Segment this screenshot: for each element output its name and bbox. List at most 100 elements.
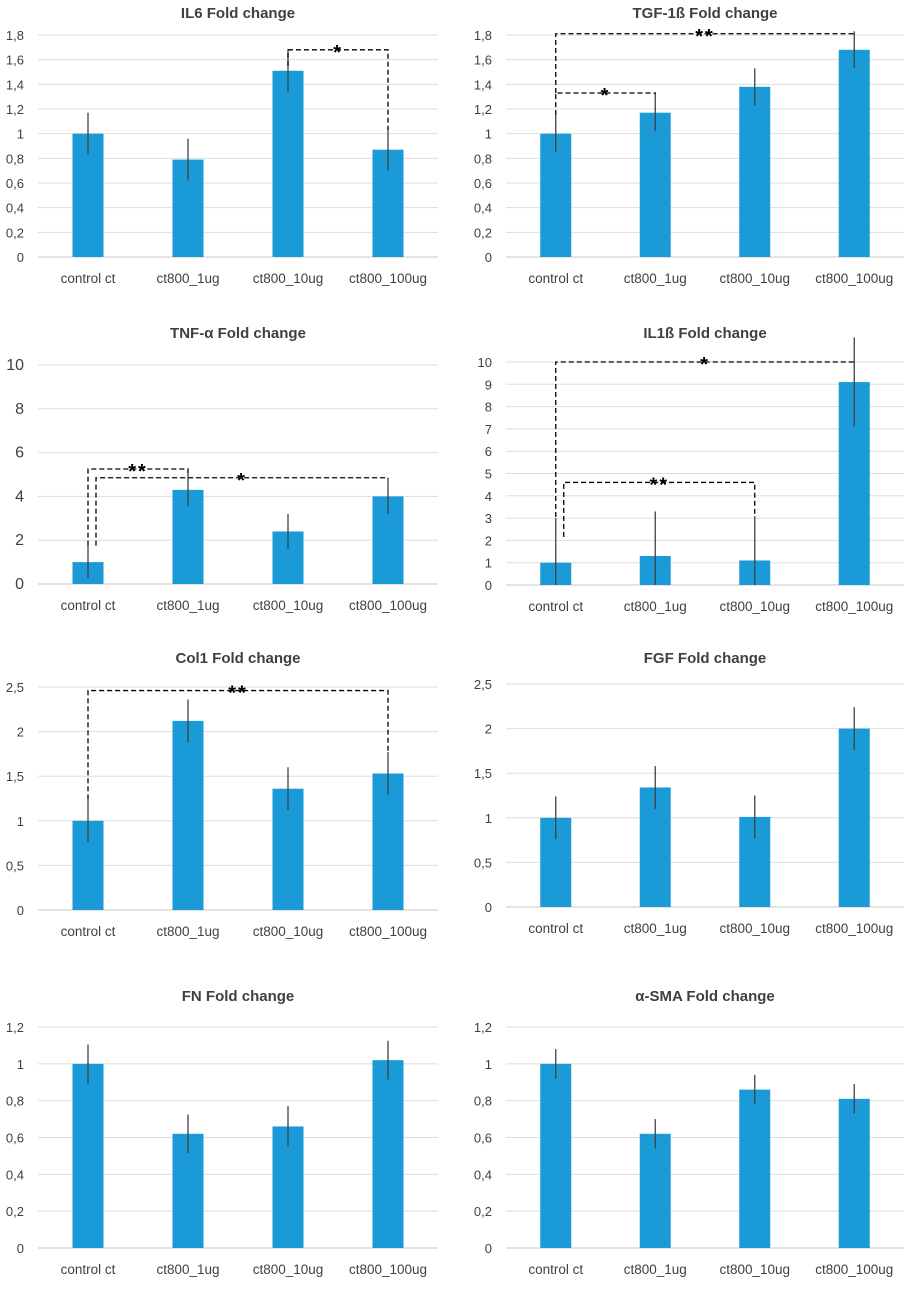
chart-title: IL6 Fold change — [181, 5, 295, 22]
y-tick-label: 0,2 — [474, 1204, 492, 1219]
significance-bracket — [563, 481, 756, 538]
chart-title: FGF Fold change — [644, 650, 767, 667]
chart-panel-sma-fold-change: α-SMA Fold change 0 0,2 0,4 0,6 0,8 1 1,2 contro… — [456, 983, 913, 1303]
y-tick-label: 1 — [485, 127, 492, 142]
bar-ct800-100ug — [372, 773, 404, 910]
y-tick-label: 1,8 — [6, 28, 24, 43]
y-tick-label: 1 — [485, 811, 492, 826]
y-tick-label: 1,6 — [474, 53, 492, 68]
chart-panel-tnf-fold-change: TNF-α Fold change 0 2 4 6 8 10 control ct ct800_… — [0, 318, 456, 638]
bar-ct800-1ug — [639, 112, 671, 257]
y-tick-label: 1 — [17, 814, 24, 829]
chart-svg: α-SMA Fold change 0 0,2 0,4 0,6 0,8 1 1,2 contro… — [474, 988, 904, 1277]
y-tick-label: 8 — [15, 401, 24, 418]
y-tick-label: 5 — [485, 467, 492, 482]
y-tick-label: 0,2 — [6, 1204, 24, 1219]
bar-control-ct — [540, 1063, 572, 1248]
significance-label: ** — [649, 474, 669, 496]
bar-control-ct — [540, 133, 572, 257]
bar-ct800-10ug — [739, 86, 771, 257]
y-tick-label: 6 — [15, 445, 24, 462]
chart-panel-il1-fold-change: IL1ß Fold change 0 1 2 3 4 5 6 7 8 9 10 control ct ct… — [456, 318, 913, 638]
x-tick-label: control ct — [61, 1262, 116, 1277]
chart-svg: TNF-α Fold change 0 2 4 6 8 10 control ct ct800_… — [6, 325, 438, 613]
y-tick-label: 9 — [485, 377, 492, 392]
x-tick-label: ct800_100ug — [349, 271, 427, 286]
y-tick-label: 0 — [485, 578, 492, 593]
significance-label: * — [700, 354, 710, 376]
x-tick-label: ct800_1ug — [624, 271, 687, 286]
y-tick-label: 2 — [15, 532, 24, 549]
x-tick-label: ct800_1ug — [624, 599, 687, 614]
significance-label: ** — [228, 683, 248, 705]
y-tick-label: 1,5 — [474, 766, 492, 781]
x-tick-label: ct800_1ug — [156, 924, 219, 939]
chart-title: TGF-1ß Fold change — [633, 5, 778, 22]
x-tick-label: ct800_10ug — [253, 598, 324, 613]
significance-bracket — [555, 33, 855, 93]
x-tick-label: ct800_100ug — [349, 1262, 427, 1277]
chart-title: TNF-α Fold change — [170, 325, 306, 342]
chart-svg: IL6 Fold change 0 0,2 0,4 0,6 0,8 1 1,2 1,4 1,6 1,… — [6, 5, 438, 286]
significance-bracket — [95, 477, 389, 546]
chart-title: FN Fold change — [182, 988, 295, 1005]
y-tick-label: 1,4 — [474, 77, 492, 92]
x-tick-label: ct800_10ug — [253, 1262, 324, 1277]
chart-svg: IL1ß Fold change 0 1 2 3 4 5 6 7 8 9 10 control ct ct… — [478, 325, 904, 614]
x-tick-label: control ct — [528, 271, 583, 286]
y-tick-label: 0 — [485, 250, 492, 265]
y-tick-label: 2,5 — [6, 680, 24, 695]
y-tick-label: 1,2 — [6, 102, 24, 117]
significance-bracket — [555, 92, 656, 116]
significance-label: * — [333, 42, 343, 64]
significance-label: ** — [695, 26, 715, 48]
chart-svg: FGF Fold change 0 0,5 1 1,5 2 2,5 control ct ct8… — [474, 650, 904, 936]
bar-ct800-100ug — [372, 1060, 404, 1248]
x-tick-label: ct800_100ug — [815, 271, 893, 286]
y-tick-label: 0,8 — [474, 1094, 492, 1109]
x-tick-label: ct800_1ug — [156, 598, 219, 613]
significance-bracket — [87, 468, 189, 546]
y-tick-label: 4 — [15, 488, 24, 505]
bar-ct800-100ug — [838, 1098, 870, 1248]
y-tick-label: 1 — [17, 1057, 24, 1072]
bar-control-ct — [72, 1063, 104, 1248]
bar-ct800-10ug — [272, 70, 304, 258]
x-tick-label: ct800_1ug — [156, 1262, 219, 1277]
significance-bracket — [287, 49, 389, 130]
y-tick-label: 1,4 — [6, 77, 24, 92]
y-tick-label: 8 — [485, 400, 492, 415]
y-tick-label: 2 — [485, 533, 492, 548]
x-tick-label: ct800_10ug — [719, 599, 790, 614]
y-tick-label: 10 — [478, 355, 492, 370]
x-tick-label: ct800_100ug — [349, 598, 427, 613]
bar-ct800-100ug — [838, 49, 870, 257]
x-tick-label: ct800_100ug — [815, 599, 893, 614]
x-tick-label: control ct — [528, 599, 583, 614]
y-tick-label: 0,6 — [474, 1131, 492, 1146]
y-tick-label: 0,2 — [474, 225, 492, 240]
y-tick-label: 0 — [485, 900, 492, 915]
y-tick-label: 1 — [17, 127, 24, 142]
bar-ct800-100ug — [838, 728, 870, 907]
y-tick-label: 0,6 — [6, 1131, 24, 1146]
y-tick-label: 3 — [485, 511, 492, 526]
y-tick-label: 0 — [15, 576, 24, 593]
x-tick-label: ct800_10ug — [719, 271, 790, 286]
x-tick-label: ct800_10ug — [253, 924, 324, 939]
x-tick-label: control ct — [528, 1262, 583, 1277]
y-tick-label: 7 — [485, 422, 492, 437]
y-tick-label: 2,5 — [474, 677, 492, 692]
chart-svg: FN Fold change 0 0,2 0,4 0,6 0,8 1 1,2 control c… — [6, 988, 438, 1277]
y-tick-label: 0,6 — [474, 176, 492, 191]
significance-bracket — [87, 689, 389, 800]
y-tick-label: 0,4 — [474, 201, 492, 216]
y-tick-label: 0,6 — [6, 176, 24, 191]
y-tick-label: 1,2 — [474, 1020, 492, 1035]
y-tick-label: 1,2 — [6, 1020, 24, 1035]
y-tick-label: 0,5 — [6, 858, 24, 873]
significance-label: * — [601, 85, 611, 107]
x-tick-label: ct800_100ug — [349, 924, 427, 939]
x-tick-label: ct800_10ug — [719, 1262, 790, 1277]
bar-ct800-10ug — [739, 1089, 771, 1248]
